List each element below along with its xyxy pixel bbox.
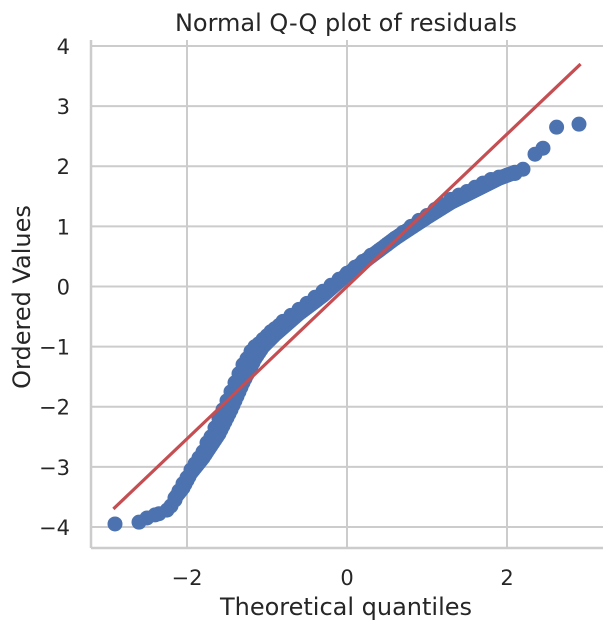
data-point: [549, 119, 565, 135]
y-tick-label: 1: [57, 215, 70, 239]
data-point: [571, 116, 587, 132]
reference-line-layer: [112, 62, 582, 511]
points-layer: [107, 116, 587, 532]
x-tick-label: −2: [172, 566, 203, 590]
y-axis-title: Ordered Values: [8, 205, 36, 389]
y-tick-label: 4: [57, 35, 70, 59]
y-tick-label: −3: [39, 456, 70, 480]
y-tick-labels: −4 −3 −2 −1 0 1 2 3 4: [39, 35, 70, 540]
data-point: [515, 161, 531, 177]
reference-line: [112, 62, 582, 511]
y-tick-label: 0: [57, 275, 70, 299]
y-tick-label: −2: [39, 396, 70, 420]
axes-spines: [89, 40, 603, 550]
x-tick-label: 0: [340, 566, 353, 590]
x-tick-labels: −2 0 2: [172, 566, 514, 590]
y-tick-label: −1: [39, 336, 70, 360]
data-point: [107, 516, 123, 532]
y-tick-label: −4: [39, 516, 70, 540]
chart-title: Normal Q-Q plot of residuals: [175, 9, 517, 37]
x-axis-title: Theoretical quantiles: [219, 593, 472, 621]
y-tick-label: 2: [57, 155, 70, 179]
data-point: [535, 140, 551, 156]
x-tick-label: 2: [500, 566, 513, 590]
y-tick-label: 3: [57, 95, 70, 119]
